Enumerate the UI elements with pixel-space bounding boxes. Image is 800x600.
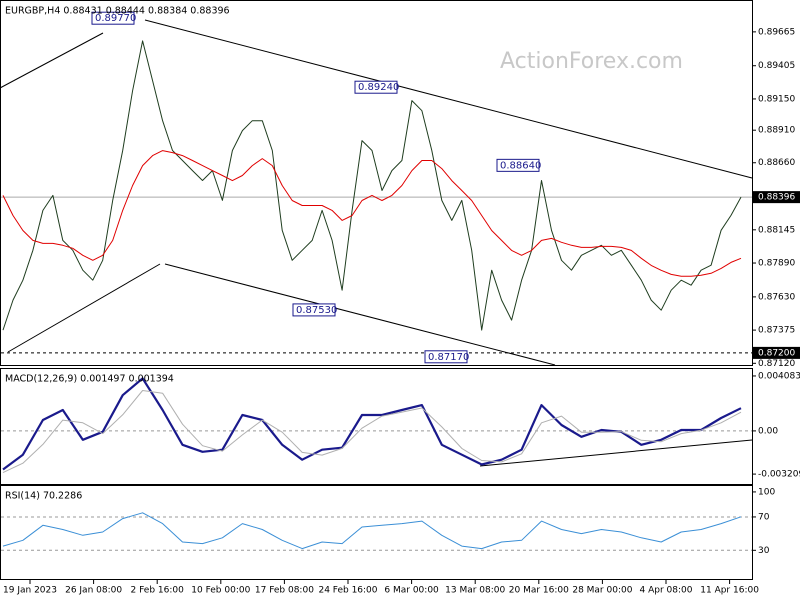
y-tick-label: 0.89150 [758,94,795,104]
panel-title: EURGBP,H4 0.88431 0.88444 0.88384 0.8839… [5,6,230,17]
trend-line [144,19,753,179]
x-tick-label: 19 Jan 2023 [3,586,57,596]
price-frame [0,0,753,366]
watermark: ActionForex.com [500,49,683,74]
channel-lines [0,19,753,467]
rsi-frame [0,485,753,580]
series-line [2,390,742,474]
y-tick-label: 100 [758,487,775,497]
x-tick-label: 4 Apr 08:00 [640,586,693,596]
price-annotation-box [354,80,398,94]
macd-frame [0,368,753,485]
x-tick-label: 10 Feb 00:00 [191,586,250,596]
x-tick-label: 26 Jan 08:00 [65,586,122,596]
price-annotation-box [496,158,540,172]
last-price-label: 0.88396 [758,193,795,203]
trend-line [0,32,104,89]
y-tick-label: 0.87890 [758,259,795,269]
x-tick-label: 13 Mar 08:00 [445,586,505,596]
panel-title: MACD(12,26,9) 0.001497 0.001394 [5,374,174,385]
price-annotation: 0.87170 [428,352,469,363]
price-annotation-box [91,11,135,25]
y-tick-label: 0.00 [758,426,778,436]
y-tick-label: 0.88910 [758,126,795,136]
trend-line [7,263,161,353]
x-tick-label: 28 Mar 00:00 [572,586,632,596]
y-tick-label: -0.003209 [758,470,800,480]
y-tick-label: 30 [758,546,770,556]
price-annotation-box [424,350,468,364]
price-annotation: 0.87530 [296,305,337,316]
y-tick-label: 0.88660 [758,158,795,168]
y-tick-label: 0.87375 [758,326,795,336]
x-tick-label: 2 Feb 16:00 [131,586,185,596]
x-tick-label: 11 Apr 16:00 [700,586,759,596]
trend-line [164,263,556,366]
price-annotation: 0.89240 [358,82,399,93]
x-tick-label: 24 Feb 16:00 [318,586,377,596]
support-level-box [753,346,800,359]
price-annotation-box [292,303,336,317]
macd-trend-line [479,439,753,467]
price-annotation: 0.89770 [95,13,136,24]
series-line [2,150,742,277]
x-tick-label: 20 Mar 16:00 [509,586,569,596]
y-tick-label: 0.89405 [758,61,795,71]
panel-title: RSI(14) 70.2286 [5,491,82,502]
series-line [2,40,742,331]
y-tick-label: 70 [758,512,770,522]
y-tick-label: 0.87630 [758,292,795,302]
y-tick-label: 0.88145 [758,225,795,235]
y-tick-label: 0.87120 [758,359,795,369]
x-tick-label: 17 Feb 08:00 [255,586,314,596]
series-line [2,512,742,550]
price-annotation: 0.88640 [500,160,541,171]
y-tick-label: 0.004083 [758,371,800,381]
y-tick-label: 0.89665 [758,27,795,37]
last-price-box [753,191,800,204]
x-tick-label: 6 Mar 00:00 [384,586,439,596]
support-level-label: 0.87200 [758,348,795,358]
panel-frames [0,0,753,580]
